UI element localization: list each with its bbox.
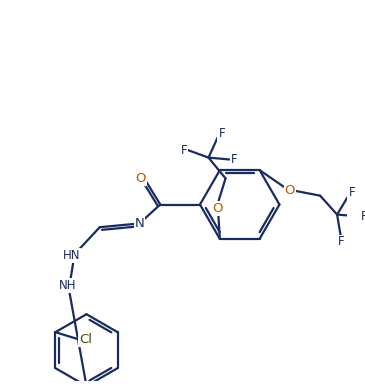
Text: F: F bbox=[181, 143, 187, 156]
Text: F: F bbox=[218, 127, 225, 140]
Text: HN: HN bbox=[63, 249, 80, 262]
Text: F: F bbox=[338, 236, 344, 249]
Text: NH: NH bbox=[59, 279, 76, 292]
Text: F: F bbox=[349, 186, 356, 199]
Text: F: F bbox=[361, 210, 365, 223]
Text: F: F bbox=[231, 153, 237, 166]
Text: O: O bbox=[213, 202, 223, 215]
Text: Cl: Cl bbox=[79, 333, 92, 346]
Text: O: O bbox=[285, 184, 295, 198]
Text: N: N bbox=[135, 217, 144, 230]
Text: O: O bbox=[135, 172, 146, 185]
